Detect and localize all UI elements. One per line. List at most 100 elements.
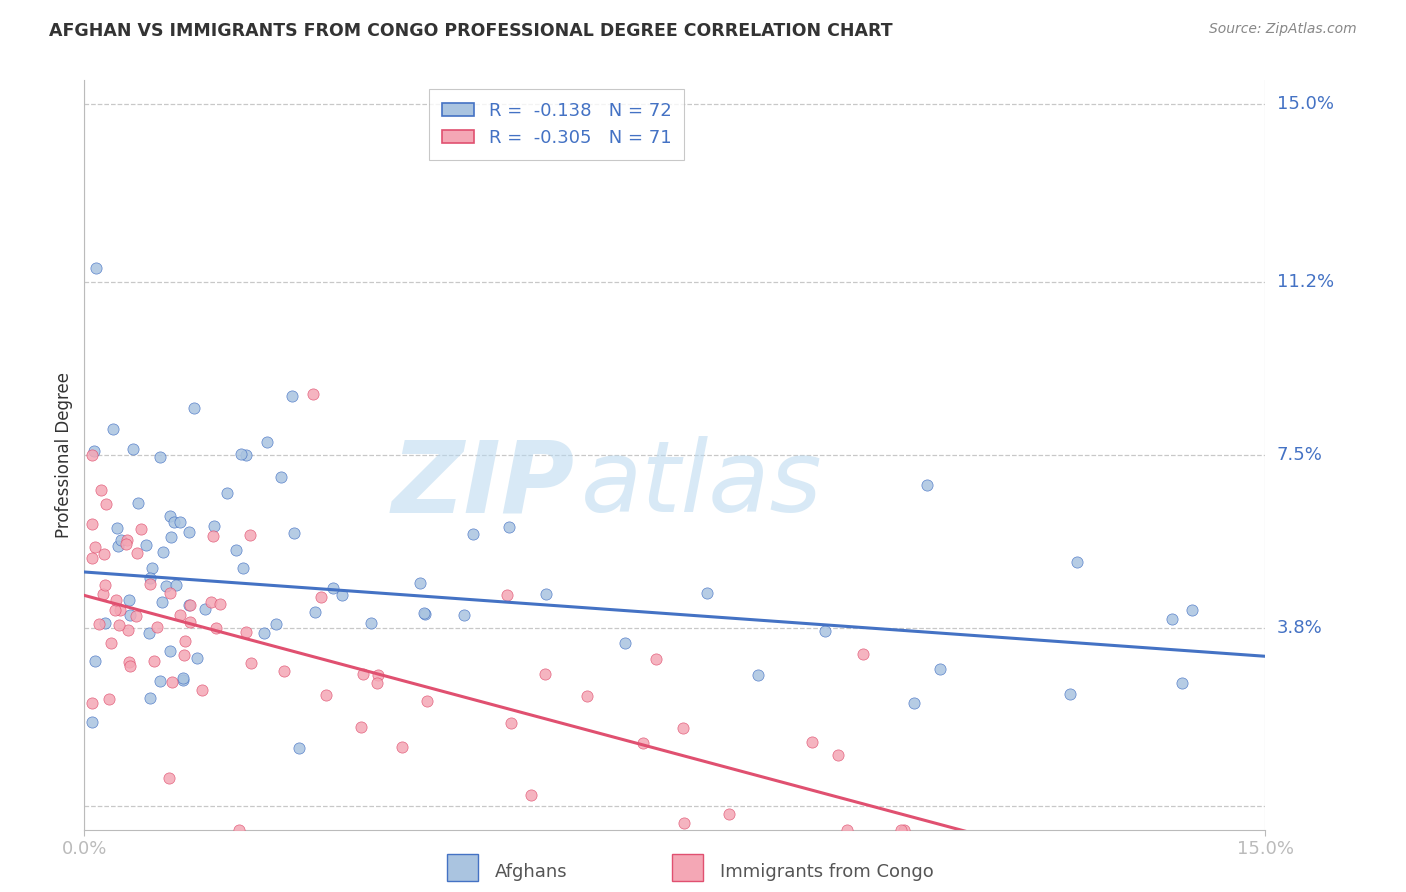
Text: 15.0%: 15.0%: [1277, 95, 1333, 112]
Point: [101, 422, 124, 436]
Point: [96, 497, 118, 511]
Text: 11.2%: 11.2%: [1277, 273, 1334, 291]
Point: [205, 621, 228, 635]
Legend: R =  -0.138   N = 72, R =  -0.305   N = 71: R = -0.138 N = 72, R = -0.305 N = 71: [429, 89, 685, 160]
Point: [893, 822, 915, 837]
Point: [179, 615, 201, 630]
Point: [576, 689, 599, 703]
Point: [155, 579, 177, 593]
Point: [322, 581, 344, 595]
Point: [232, 561, 254, 575]
Point: [534, 587, 557, 601]
Point: [200, 595, 222, 609]
Point: [264, 617, 287, 632]
Point: [852, 647, 875, 661]
Point: [349, 720, 371, 734]
Point: [352, 667, 374, 681]
Point: [108, 618, 131, 632]
Point: [135, 538, 157, 552]
Point: [82, 715, 104, 730]
Point: [330, 588, 353, 602]
Point: [229, 447, 252, 461]
Point: [501, 715, 523, 730]
Point: [208, 597, 231, 611]
Point: [98, 691, 121, 706]
Point: [1171, 676, 1194, 690]
Point: [304, 605, 326, 619]
Point: [718, 807, 741, 822]
Point: [1161, 612, 1184, 626]
Point: [179, 524, 201, 539]
Point: [91, 587, 114, 601]
Point: [391, 739, 413, 754]
Point: [145, 620, 167, 634]
Point: [1066, 555, 1088, 569]
Point: [1180, 603, 1202, 617]
Point: [315, 688, 337, 702]
Point: [311, 590, 333, 604]
Text: atlas: atlas: [581, 436, 823, 533]
Point: [915, 478, 938, 492]
Point: [84, 260, 107, 275]
Point: [90, 483, 112, 497]
Point: [139, 576, 162, 591]
Point: [301, 387, 323, 401]
Point: [138, 626, 160, 640]
Point: [139, 691, 162, 706]
Point: [631, 736, 654, 750]
Point: [202, 529, 225, 543]
Point: [413, 606, 436, 620]
Point: [110, 533, 132, 547]
Point: [124, 609, 146, 624]
Point: [169, 515, 191, 529]
Point: [118, 659, 141, 673]
Point: [141, 560, 163, 574]
Point: [172, 673, 194, 687]
Point: [253, 625, 276, 640]
Point: [150, 595, 173, 609]
Point: [453, 608, 475, 623]
Point: [191, 682, 214, 697]
Point: [416, 694, 439, 708]
Point: [367, 668, 389, 682]
Point: [463, 527, 485, 541]
Point: [186, 651, 208, 665]
Point: [256, 434, 278, 449]
Point: [165, 578, 187, 592]
Text: Immigrants from Congo: Immigrants from Congo: [720, 863, 934, 881]
Point: [672, 816, 695, 830]
Text: ZIP: ZIP: [391, 436, 575, 533]
Point: [696, 585, 718, 599]
Point: [149, 450, 172, 464]
Point: [93, 578, 115, 592]
Point: [104, 602, 127, 616]
Point: [120, 608, 142, 623]
Point: [614, 636, 637, 650]
Point: [360, 615, 382, 630]
Point: [142, 654, 165, 668]
Point: [498, 520, 520, 534]
Point: [159, 586, 181, 600]
Point: [110, 602, 132, 616]
Point: [903, 696, 925, 710]
Point: [82, 516, 104, 531]
Point: [160, 530, 183, 544]
Point: [159, 771, 181, 785]
Point: [288, 741, 311, 756]
Point: [82, 696, 104, 710]
Point: [121, 442, 143, 456]
Point: [827, 748, 849, 763]
Point: [239, 656, 262, 670]
Point: [173, 648, 195, 662]
Y-axis label: Professional Degree: Professional Degree: [55, 372, 73, 538]
Point: [283, 526, 305, 541]
Point: [84, 654, 107, 668]
Point: [801, 735, 824, 749]
Point: [152, 545, 174, 559]
Point: [159, 644, 181, 658]
Point: [129, 522, 152, 536]
Point: [169, 608, 191, 623]
Point: [93, 547, 115, 561]
Point: [409, 575, 432, 590]
Point: [160, 675, 183, 690]
